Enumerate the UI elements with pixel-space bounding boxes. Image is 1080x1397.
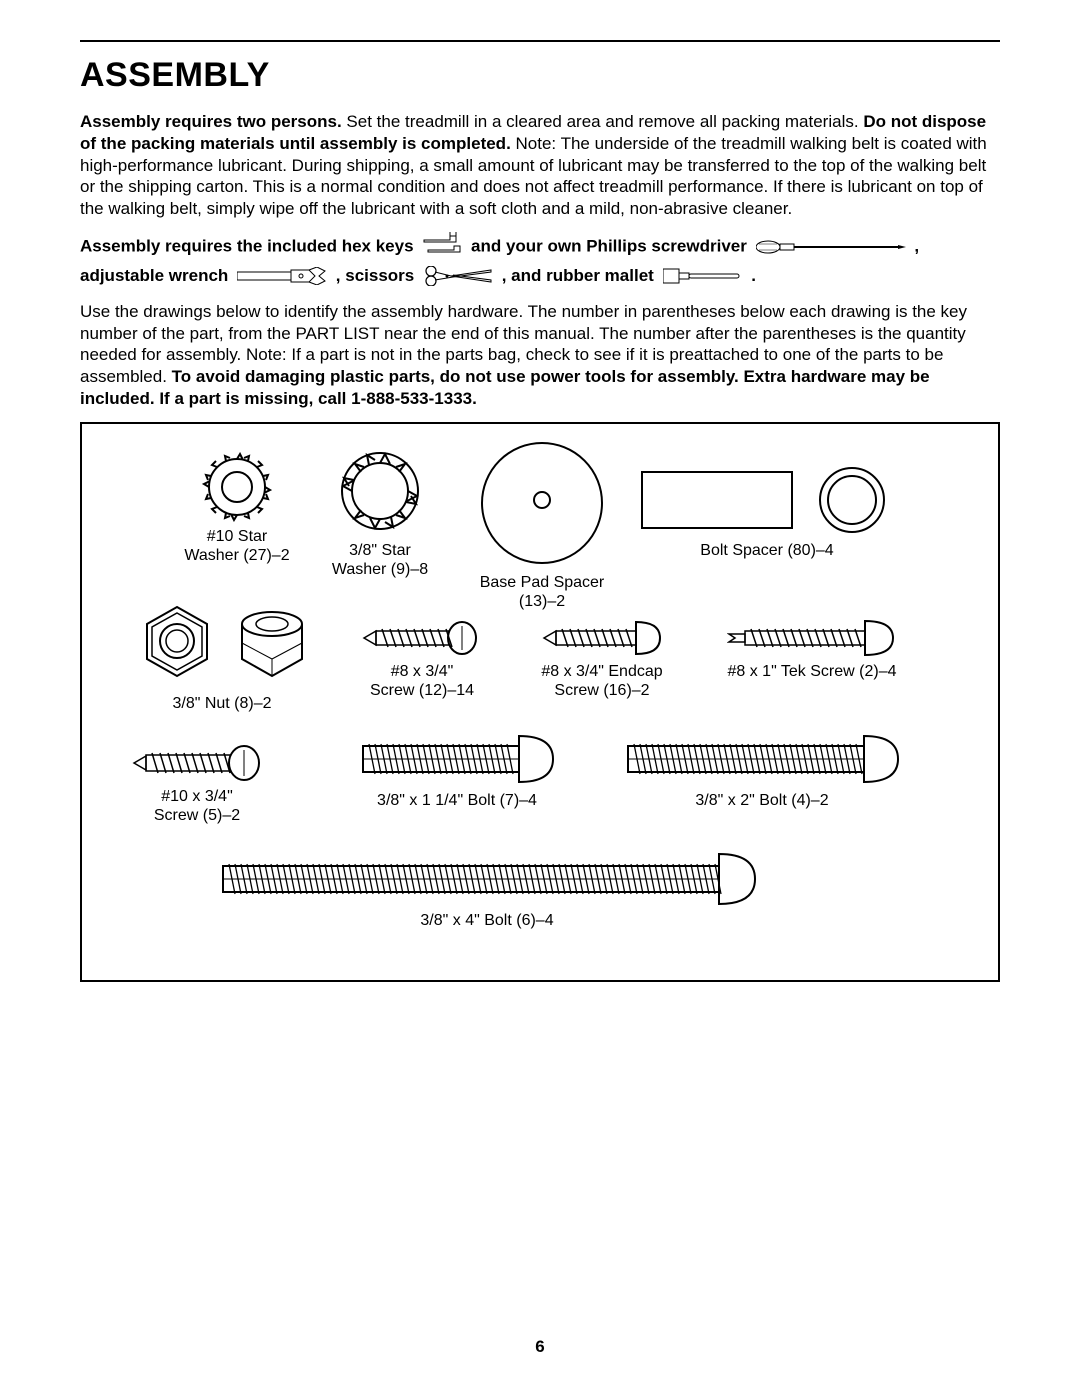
period-1: . (751, 266, 756, 285)
base-pad-spacer-icon (477, 438, 607, 568)
hw-base-pad-spacer: Base Pad Spacer(13)–2 (452, 438, 632, 612)
tools-text-5: , and rubber mallet (502, 266, 654, 285)
hw-screw-8-34: #8 x 3/4"Screw (12)–14 (342, 619, 502, 701)
hw-star-washer-38: 3/8" StarWasher (9)–8 (300, 446, 460, 580)
tools-text-1: Assembly requires the included hex keys (80, 236, 414, 255)
screwdriver-icon (756, 239, 906, 255)
page-number: 6 (0, 1337, 1080, 1357)
tools-text-4: , scissors (336, 266, 414, 285)
comma-1: , (914, 236, 919, 255)
intro-paragraph: Assembly requires two persons. Set the t… (80, 111, 1000, 220)
mallet-icon (663, 267, 743, 285)
hw-bolt-spacer: Bolt Spacer (80)–4 (627, 464, 907, 561)
hw-screw-10-34: #10 x 3/4"Screw (5)–2 (112, 744, 282, 826)
hw-bolt-114: 3/8" x 1 1/4" Bolt (7)–4 (337, 732, 577, 811)
hardware-diagram-box: #10 StarWasher (27)–2 3/8" StarWasher (9… (80, 422, 1000, 982)
hw-bolt-4: 3/8" x 4" Bolt (6)–4 (212, 852, 762, 931)
screw-8-34-icon (362, 619, 482, 657)
hw-bolt-2: 3/8" x 2" Bolt (4)–2 (612, 732, 912, 811)
bolt-114-icon (357, 732, 557, 786)
tools-required-line: Assembly requires the included hex keys … (80, 232, 1000, 289)
page-title: ASSEMBLY (80, 56, 1000, 95)
endcap-screw-icon (542, 619, 662, 657)
scissors-icon (423, 266, 493, 286)
wrench-icon (237, 267, 327, 285)
hex-key-icon (422, 232, 462, 262)
screw-10-34-icon (132, 744, 262, 782)
star-washer-10-icon (202, 452, 272, 522)
hw-tek-screw: #8 x 1" Tek Screw (2)–4 (697, 619, 927, 682)
tools-text-3: adjustable wrench (80, 266, 228, 285)
star-washer-38-icon (335, 446, 425, 536)
bolt-2-icon (622, 732, 902, 786)
tools-text-2: and your own Phillips screwdriver (471, 236, 747, 255)
bolt-spacer-icon (632, 464, 902, 536)
nut-38-icon (132, 599, 312, 689)
hardware-paragraph: Use the drawings below to identify the a… (80, 301, 1000, 410)
tek-screw-icon (727, 619, 897, 657)
hw-nut-38: 3/8" Nut (8)–2 (122, 599, 322, 714)
bolt-4-icon (217, 852, 757, 906)
hw-star-washer-10: #10 StarWasher (27)–2 (162, 452, 312, 566)
hw-endcap-screw: #8 x 3/4" EndcapScrew (16)–2 (512, 619, 692, 701)
